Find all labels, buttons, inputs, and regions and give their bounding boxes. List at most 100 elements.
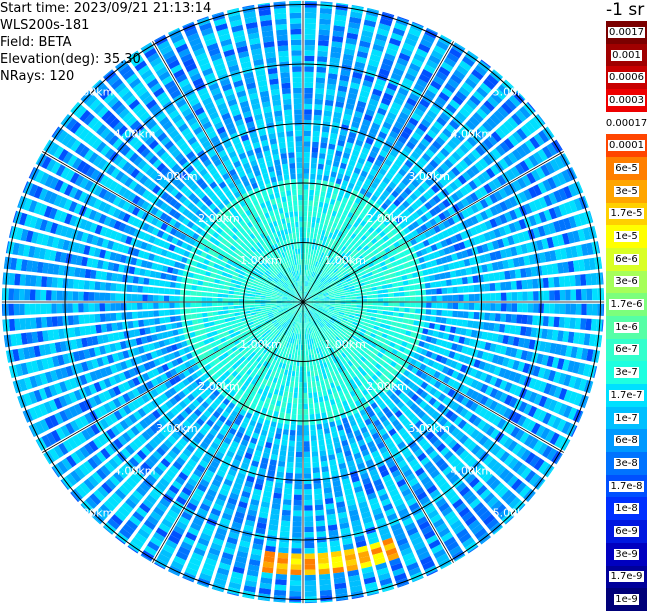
ray-gate <box>198 324 204 329</box>
ray-gate <box>301 334 303 339</box>
ray-gate <box>219 315 225 319</box>
ray-gate <box>367 306 373 309</box>
ray-gate <box>317 364 321 370</box>
ray-gate <box>272 498 281 504</box>
ray-gate <box>355 287 361 290</box>
ray-gate <box>453 295 459 301</box>
ray-gate <box>317 67 327 73</box>
ray-gate <box>281 380 286 386</box>
ray-gate <box>281 440 287 446</box>
ray-gate <box>309 195 314 201</box>
ray-gate <box>394 303 400 307</box>
ray-gate <box>386 279 392 284</box>
ray-gate <box>317 51 327 57</box>
ray-gate <box>286 473 293 479</box>
ray-gate <box>412 272 418 278</box>
ray-gate <box>308 249 311 255</box>
ray-gate <box>271 509 280 515</box>
ray-gate <box>404 313 410 318</box>
ray-gate <box>381 280 387 285</box>
ray-gate <box>311 441 317 447</box>
ray-gate <box>383 270 389 275</box>
ray-gate <box>298 404 302 410</box>
ray-gate <box>289 435 295 441</box>
ray-gate <box>439 273 445 280</box>
ray-gate <box>292 527 301 533</box>
ray-gate <box>403 319 409 324</box>
ray-gate <box>304 141 311 147</box>
ray-gate <box>307 339 309 345</box>
ray-gate <box>389 303 394 307</box>
ray-gate <box>304 275 305 280</box>
ray-gate <box>305 575 316 581</box>
ray-gate <box>311 222 315 228</box>
ray-gate <box>319 574 330 580</box>
ray-gate <box>324 299 329 300</box>
ray-gate <box>305 34 316 40</box>
ray-gate <box>294 393 298 399</box>
ray-gate <box>304 125 311 131</box>
ray-gate <box>319 375 323 381</box>
ray-gate <box>290 575 301 581</box>
ray-gate <box>319 445 326 451</box>
ray-gate <box>565 304 571 315</box>
ray-gate <box>298 345 300 351</box>
ray-gate <box>296 344 299 350</box>
ray-gate <box>304 409 309 415</box>
ray-gate <box>150 326 156 333</box>
ray-gate <box>304 66 314 72</box>
ray-gate <box>436 288 442 294</box>
ray-gate <box>296 452 302 458</box>
ray-gate <box>501 303 507 311</box>
ray-gate <box>159 317 165 323</box>
ray-gate <box>273 444 280 450</box>
ray-gate <box>335 298 340 300</box>
ray-gate <box>304 195 308 201</box>
ray-gate <box>166 324 172 330</box>
ray-gate <box>483 274 489 282</box>
ray-gate <box>292 532 302 538</box>
ray-gate <box>479 312 485 320</box>
ray-gate <box>304 211 308 216</box>
ray-gate <box>329 204 334 210</box>
ray-gate <box>312 451 319 457</box>
ray-gate <box>305 329 307 335</box>
ray-gate <box>315 499 323 505</box>
ray-gate <box>494 323 500 332</box>
ray-gate <box>318 558 329 564</box>
ray-gate <box>300 366 303 371</box>
ray-gate <box>133 320 139 327</box>
ray-gate <box>305 265 307 270</box>
ray-gate <box>560 290 566 301</box>
ray-gate <box>111 323 117 331</box>
ray-gate <box>346 302 351 304</box>
ray-gate <box>398 287 404 292</box>
ray-gate <box>313 120 321 126</box>
ray-gate <box>313 467 320 473</box>
ray-gate <box>564 317 570 328</box>
ray-gate <box>400 270 406 276</box>
ray-gate <box>327 389 332 395</box>
ray-gate <box>282 505 291 511</box>
ray-gate <box>209 322 215 327</box>
ray-gate <box>297 334 299 340</box>
ray-gate <box>307 233 310 239</box>
ray-gate <box>297 436 303 442</box>
ray-gate <box>303 366 306 371</box>
ray-gate <box>316 515 325 521</box>
ray-gate <box>372 291 378 295</box>
ray-gate <box>288 397 293 403</box>
ray-gate <box>480 294 486 301</box>
ray-gate <box>304 323 305 328</box>
ray-gate <box>271 382 276 388</box>
ray-gate <box>165 317 171 323</box>
ray-gate <box>298 409 303 415</box>
ray-gate <box>357 302 362 304</box>
ray-gate <box>245 311 251 314</box>
ray-gate <box>274 389 279 395</box>
ray-gate <box>275 579 287 585</box>
ray-gate <box>378 303 383 306</box>
ray-gate <box>306 243 309 249</box>
ray-gate <box>320 13 332 19</box>
ray-gate <box>324 303 329 304</box>
